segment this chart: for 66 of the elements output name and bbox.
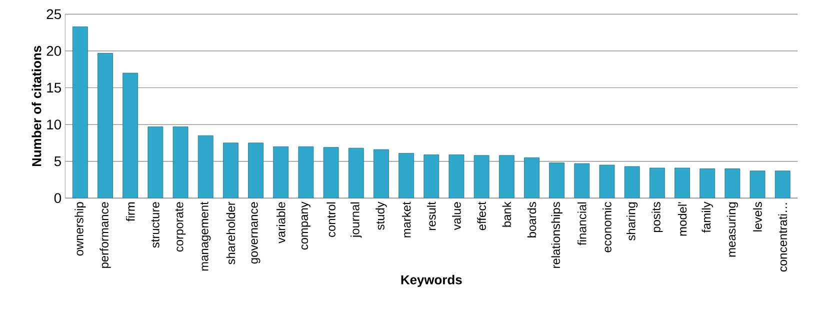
x-tick-label: family bbox=[702, 202, 713, 233]
x-tick-label: journal bbox=[350, 202, 362, 238]
bar bbox=[448, 154, 464, 198]
x-tick-label: concentrati… bbox=[778, 203, 787, 272]
x-tick-label: firm bbox=[126, 202, 135, 222]
bar bbox=[549, 162, 565, 198]
bar bbox=[148, 126, 164, 198]
x-tick-label: variable bbox=[276, 202, 286, 244]
bar bbox=[700, 168, 716, 198]
x-tick-label: ownership bbox=[74, 202, 86, 256]
bar bbox=[348, 148, 364, 198]
bar bbox=[72, 26, 88, 198]
bar bbox=[750, 170, 766, 198]
x-tick-label: management bbox=[200, 202, 211, 270]
bar bbox=[323, 147, 339, 198]
bar bbox=[774, 170, 790, 198]
bar bbox=[273, 146, 289, 198]
x-tick-label: sharing bbox=[626, 202, 638, 240]
y-tick-label: 10 bbox=[47, 119, 62, 130]
x-tick-label: financial bbox=[578, 202, 586, 246]
x-tick-label: bank bbox=[502, 201, 512, 227]
x-tick-label: performance bbox=[100, 202, 111, 268]
bar bbox=[424, 154, 440, 198]
bar bbox=[649, 168, 665, 198]
x-tick-label: market bbox=[402, 202, 411, 238]
x-tick-label: structure bbox=[152, 202, 160, 248]
x-tick-label: corporate bbox=[175, 202, 186, 252]
bar bbox=[724, 168, 740, 198]
bar bbox=[498, 155, 514, 198]
bar bbox=[222, 142, 238, 198]
x-tick-label: boards bbox=[527, 202, 536, 238]
bar bbox=[574, 163, 590, 198]
y-tick-label: 0 bbox=[54, 193, 62, 203]
x-tick-label: model' bbox=[678, 202, 687, 236]
bar bbox=[198, 135, 214, 198]
bar bbox=[398, 152, 414, 198]
bar bbox=[122, 72, 138, 198]
y-tick-label: 25 bbox=[46, 9, 62, 20]
bar bbox=[624, 166, 640, 198]
bar bbox=[524, 157, 540, 198]
bar bbox=[599, 164, 615, 198]
bar bbox=[674, 168, 690, 198]
x-tick-label: relationships bbox=[551, 202, 562, 268]
x-tick-label: study bbox=[376, 202, 387, 230]
x-axis-title: Keywords bbox=[401, 274, 462, 287]
x-tick-label: company bbox=[301, 202, 310, 250]
bar bbox=[298, 146, 314, 198]
x-tick-label: posits bbox=[652, 202, 663, 232]
bar bbox=[98, 52, 113, 198]
x-tick-label: effect bbox=[477, 202, 486, 230]
bar bbox=[248, 142, 264, 198]
x-tick-label: result bbox=[427, 202, 436, 230]
x-tick-label: levels bbox=[753, 202, 762, 232]
x-tick-label: shareholder bbox=[226, 202, 236, 264]
y-tick-label: 15 bbox=[47, 82, 62, 93]
bar bbox=[474, 155, 490, 198]
bar bbox=[172, 126, 188, 198]
y-axis-title: Number of citations bbox=[32, 46, 42, 166]
y-tick-label: 20 bbox=[46, 46, 62, 56]
y-tick-label: 5 bbox=[54, 156, 62, 166]
x-tick-label: measuring bbox=[726, 202, 738, 256]
bar bbox=[374, 149, 389, 198]
x-tick-label: control bbox=[326, 202, 336, 237]
x-tick-label: economic bbox=[602, 202, 612, 252]
x-tick-label: governance bbox=[251, 202, 260, 264]
x-tick-label: value bbox=[452, 202, 461, 230]
